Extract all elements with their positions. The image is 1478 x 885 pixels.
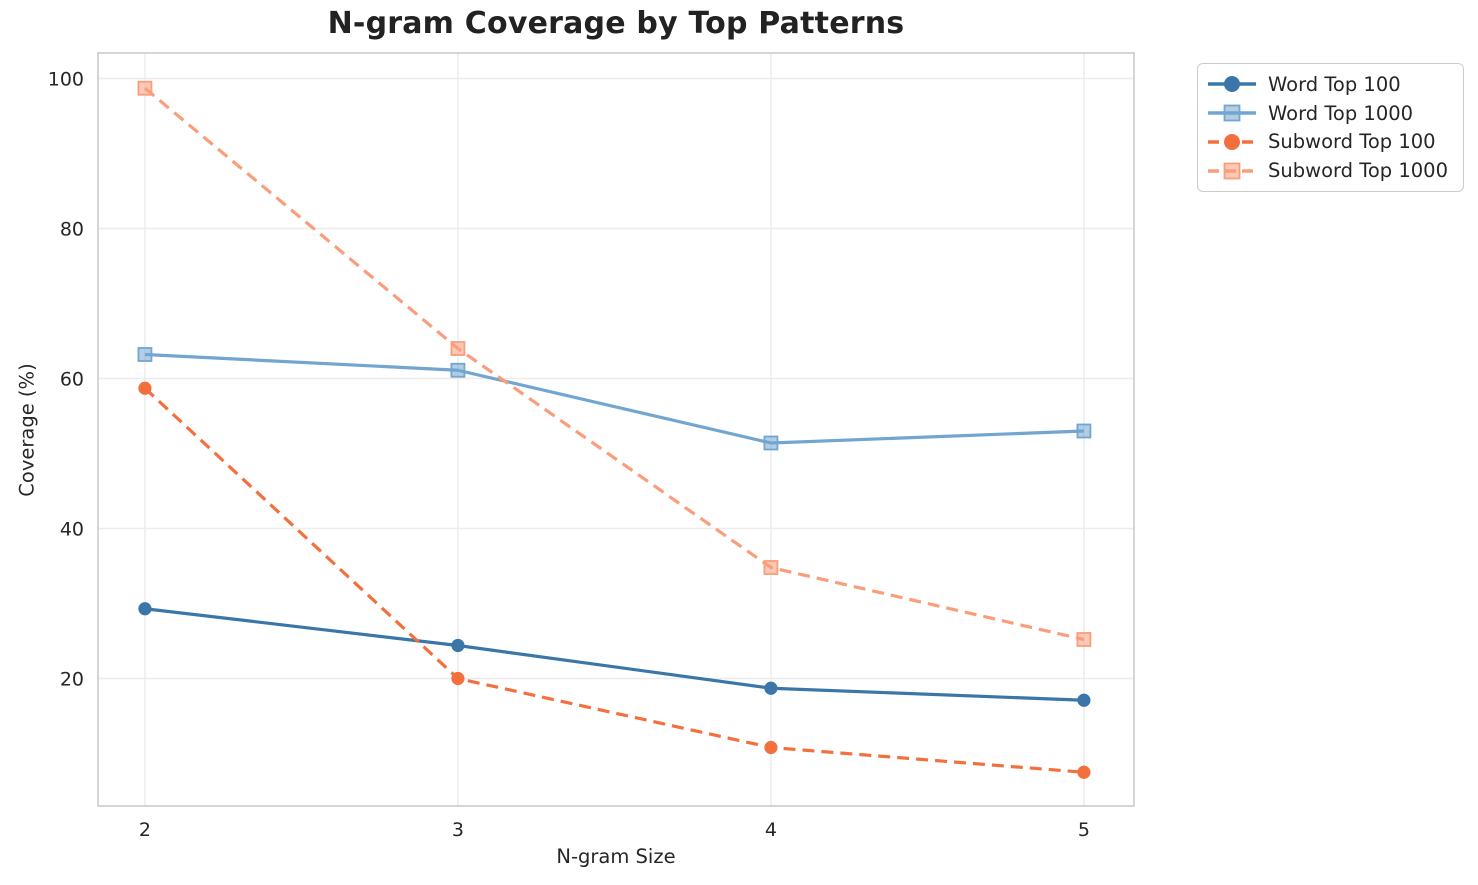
data-point-marker [138,602,152,616]
data-point-marker [1224,76,1240,93]
series-subword-top-1000 [137,80,1092,647]
legend-item-word-top-100: Word Top 100 [1206,70,1455,99]
y-tick-label: 100 [48,69,84,91]
data-point-marker [1077,693,1091,707]
data-point-marker [764,740,778,755]
data-point-marker [451,671,465,686]
data-point-marker [450,362,466,378]
data-point-marker [137,347,153,362]
data-point-marker [1224,133,1240,150]
data-point-marker [1223,104,1241,122]
data-point-marker [1076,423,1092,439]
legend-swatch [1208,133,1256,150]
series-word-top-1000 [137,347,1092,451]
data-point-marker [1223,162,1241,180]
series-line [144,352,1084,445]
x-tick-label: 4 [765,819,777,841]
series-line [143,387,1085,774]
axes-spines [97,52,1135,807]
y-axis-label: Coverage (%) [15,363,39,497]
legend-item-word-top-1000: Word Top 1000 [1206,99,1455,128]
legend-label: Subword Top 100 [1268,130,1436,154]
legend-label: Word Top 100 [1268,72,1401,96]
x-tick-label: 5 [1078,819,1090,841]
series-line [143,87,1085,642]
legend-swatch [1208,162,1256,180]
legend-label: Subword Top 1000 [1268,159,1448,183]
legend-swatch [1208,76,1256,93]
legend-item-subword-top-1000: Subword Top 1000 [1206,156,1455,185]
data-point-marker [450,341,466,356]
legend-swatch [1208,104,1256,122]
data-point-marker [764,681,778,695]
x-tick-label: 2 [139,819,151,841]
series-subword-top-100 [138,381,1091,779]
legend-label: Word Top 1000 [1268,101,1414,125]
legend: Word Top 100 Word Top 1000 Subword Top 100… [1197,63,1464,192]
y-tick-label: 20 [60,669,84,691]
y-tick-label: 60 [60,369,84,391]
data-point-marker [137,80,153,96]
data-point-marker [763,560,779,575]
y-tick-label: 80 [60,219,84,241]
data-point-marker [451,638,465,653]
data-point-marker [138,381,152,395]
data-point-marker [1077,765,1091,779]
legend-item-subword-top-100: Subword Top 100 [1206,128,1455,157]
series-word-top-100 [138,602,1091,707]
data-point-marker [1076,632,1092,647]
chart-title: N-gram Coverage by Top Patterns [327,6,905,41]
data-point-marker [763,435,779,451]
x-tick-label: 3 [452,819,464,841]
x-axis-label: N-gram Size [556,845,676,868]
y-tick-label: 40 [60,519,84,541]
series-line [144,607,1084,702]
